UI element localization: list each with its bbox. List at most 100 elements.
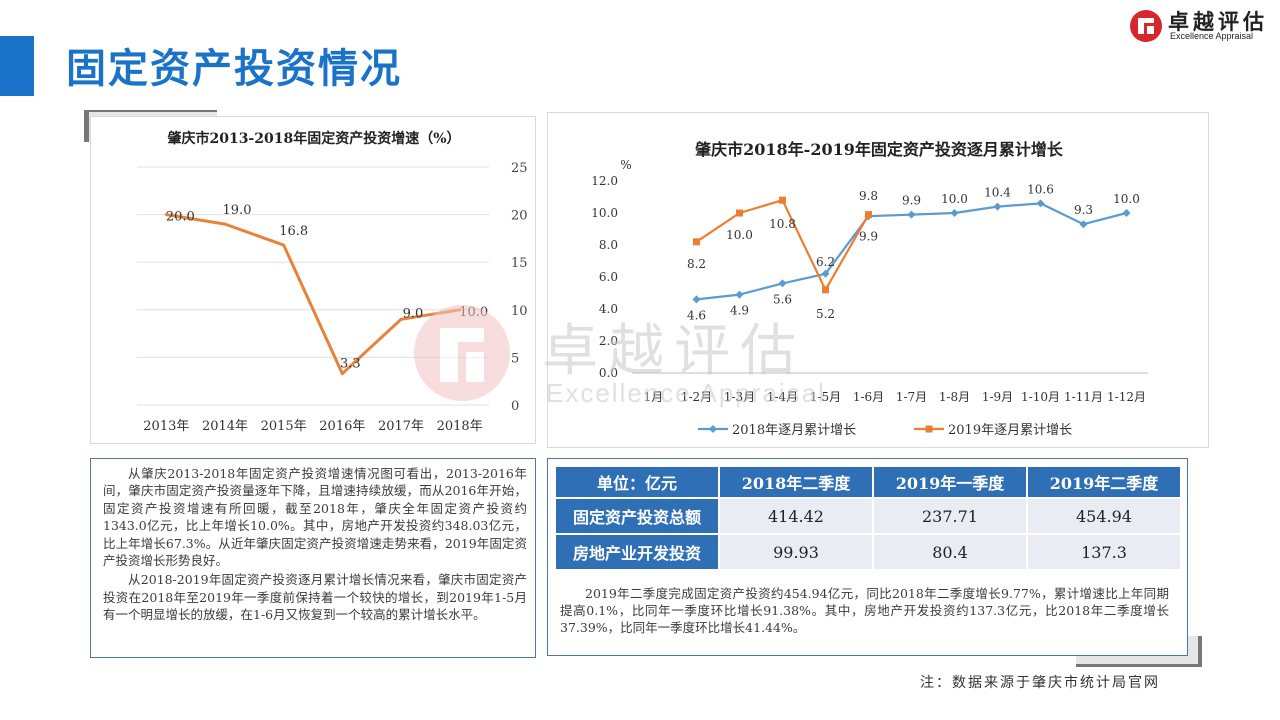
- y-tick-label: 2.0: [599, 334, 618, 348]
- data-label: 10.0: [1113, 192, 1140, 206]
- data-point: [399, 317, 403, 321]
- data-point: [735, 290, 744, 299]
- data-label: 9.3: [1074, 203, 1093, 217]
- analysis-paragraph-2: 从2018-2019年固定资产投资逐月累计增长情况来看，肇庆市固定资产投资在20…: [103, 572, 527, 623]
- data-label: 4.6: [687, 308, 706, 322]
- x-tick-label: 2017年: [378, 419, 424, 434]
- data-label: 9.9: [902, 194, 921, 208]
- series-line: [695, 199, 870, 291]
- y-tick-label: 25: [511, 161, 528, 176]
- monthly-growth-chart: 肇庆市2018年-2019年固定资产投资逐月累计增长% 0.0 2.0 4.0 6.0 8…: [591, 140, 1148, 438]
- logo-text-cn: 卓越评估: [1168, 10, 1268, 34]
- table-header: 单位：亿元: [556, 467, 718, 497]
- x-tick-label: 1-10月: [1021, 390, 1060, 404]
- x-tick-label: 1-6月: [853, 390, 884, 404]
- data-label: 4.9: [730, 304, 749, 318]
- data-point: [1122, 209, 1131, 217]
- data-point: [907, 210, 916, 219]
- table-cell: 80.4: [874, 535, 1026, 569]
- table-cell: 237.71: [874, 499, 1026, 533]
- x-tick-label: 1-12月: [1107, 390, 1146, 404]
- data-point: [950, 209, 959, 217]
- x-tick-label: 1-5月: [810, 390, 841, 404]
- annual-growth-chart: 肇庆市2013-2018年固定资产投资增速（%） 0 5 10 15 20 25 2013年 2…: [137, 130, 528, 434]
- data-label: 20.0: [166, 210, 195, 225]
- x-tick-label: 2016年: [319, 419, 365, 434]
- data-label: 9.8: [859, 189, 878, 203]
- data-point: [693, 238, 700, 246]
- table-row: 房地产业开发投资 99.93 80.4 137.3: [556, 535, 1180, 569]
- table-cell: 454.94: [1028, 499, 1180, 533]
- data-point: [993, 202, 1002, 211]
- title-accent-bar: [0, 36, 34, 96]
- table-summary-text: 2019年二季度完成固定资产投资约454.94亿元，同比2018年二季度增长9.…: [560, 586, 1169, 635]
- watermark: 卓越评估 Excellence Appraisal: [412, 298, 892, 412]
- analysis-text-box: 从肇庆2013-2018年固定资产投资增速情况图可看出，2013-2016年间，…: [90, 458, 536, 658]
- data-point: [282, 243, 286, 247]
- x-tick-label: 1-11月: [1064, 390, 1103, 404]
- y-tick-label: 0.0: [599, 366, 618, 380]
- data-label: 9.0: [403, 306, 424, 321]
- data-label: 5.6: [773, 292, 792, 306]
- table-header: 2019年二季度: [1028, 467, 1180, 497]
- data-label: 10.6: [1027, 182, 1054, 196]
- data-label: 16.8: [279, 224, 308, 239]
- table-header: 2018年二季度: [720, 467, 872, 497]
- table-row-label: 房地产业开发投资: [556, 535, 718, 569]
- x-tick-label: 2018年: [437, 419, 483, 434]
- legend-marker: [709, 425, 717, 433]
- data-label: 5.2: [816, 307, 835, 321]
- x-tick-label: 1-3月: [724, 390, 755, 404]
- y-tick-label: 20: [511, 209, 528, 224]
- data-label: 19.0: [223, 203, 252, 218]
- data-point: [223, 222, 227, 226]
- legend-label: 2019年逐月累计增长: [948, 423, 1072, 438]
- x-tick-label: 2013年: [143, 419, 189, 434]
- investment-table: 单位：亿元 2018年二季度 2019年一季度 2019年二季度 固定资产投资总…: [554, 465, 1182, 571]
- investment-table-box: 单位：亿元 2018年二季度 2019年一季度 2019年二季度 固定资产投资总…: [547, 458, 1188, 656]
- watermark-cn: 卓越评估: [542, 319, 806, 384]
- monthly-growth-chart-panel: 肇庆市2018年-2019年固定资产投资逐月累计增长% 0.0 2.0 4.0 6.0 8…: [547, 112, 1209, 448]
- company-logo: [1130, 10, 1162, 42]
- chart-title: 肇庆市2018年-2019年固定资产投资逐月累计增长: [694, 140, 1064, 159]
- table-row-label: 固定资产投资总额: [556, 499, 718, 533]
- table-header: 2019年一季度: [874, 467, 1026, 497]
- table-cell: 137.3: [1028, 535, 1180, 569]
- y-tick-label: 10.0: [591, 206, 618, 220]
- table-cell: 414.42: [720, 499, 872, 533]
- y-tick-label: 10: [511, 304, 528, 319]
- data-point: [1036, 199, 1045, 208]
- data-point: [822, 286, 829, 294]
- watermark-logo-icon: [414, 305, 510, 401]
- data-label: 3.3: [340, 357, 361, 372]
- data-label: 8.2: [687, 257, 706, 271]
- legend-marker: [925, 425, 933, 433]
- x-tick-label: 1月: [644, 390, 664, 404]
- data-point: [340, 372, 344, 376]
- data-point: [865, 211, 872, 219]
- table-cell: 99.93: [720, 535, 872, 569]
- page-title: 固定资产投资情况: [66, 46, 402, 92]
- y-axis-unit: %: [620, 158, 631, 172]
- data-point: [821, 269, 830, 278]
- x-tick-label: 1-2月: [681, 390, 712, 404]
- data-label: 10.0: [941, 192, 968, 206]
- y-tick-label: 5: [511, 351, 519, 366]
- data-point: [164, 213, 168, 217]
- y-tick-label: 15: [511, 256, 528, 271]
- watermark-en: Excellence Appraisal: [546, 378, 826, 408]
- x-tick-label: 1-4月: [767, 390, 798, 404]
- table-row: 固定资产投资总额 414.42 237.71 454.94: [556, 499, 1180, 533]
- x-tick-label: 1-7月: [896, 390, 927, 404]
- y-tick-label: 6.0: [599, 270, 618, 284]
- data-point: [736, 209, 743, 217]
- x-tick-label: 2015年: [261, 419, 307, 434]
- data-label: 10.4: [984, 186, 1011, 200]
- x-tick-label: 1-9月: [982, 390, 1013, 404]
- y-tick-label: 8.0: [599, 238, 618, 252]
- y-tick-label: 0: [511, 399, 519, 414]
- data-point: [1079, 220, 1088, 229]
- data-label: 10.8: [769, 217, 796, 231]
- data-label: 10.0: [726, 228, 753, 242]
- source-footnote: 注：数据来源于肇庆市统计局官网: [920, 675, 1160, 691]
